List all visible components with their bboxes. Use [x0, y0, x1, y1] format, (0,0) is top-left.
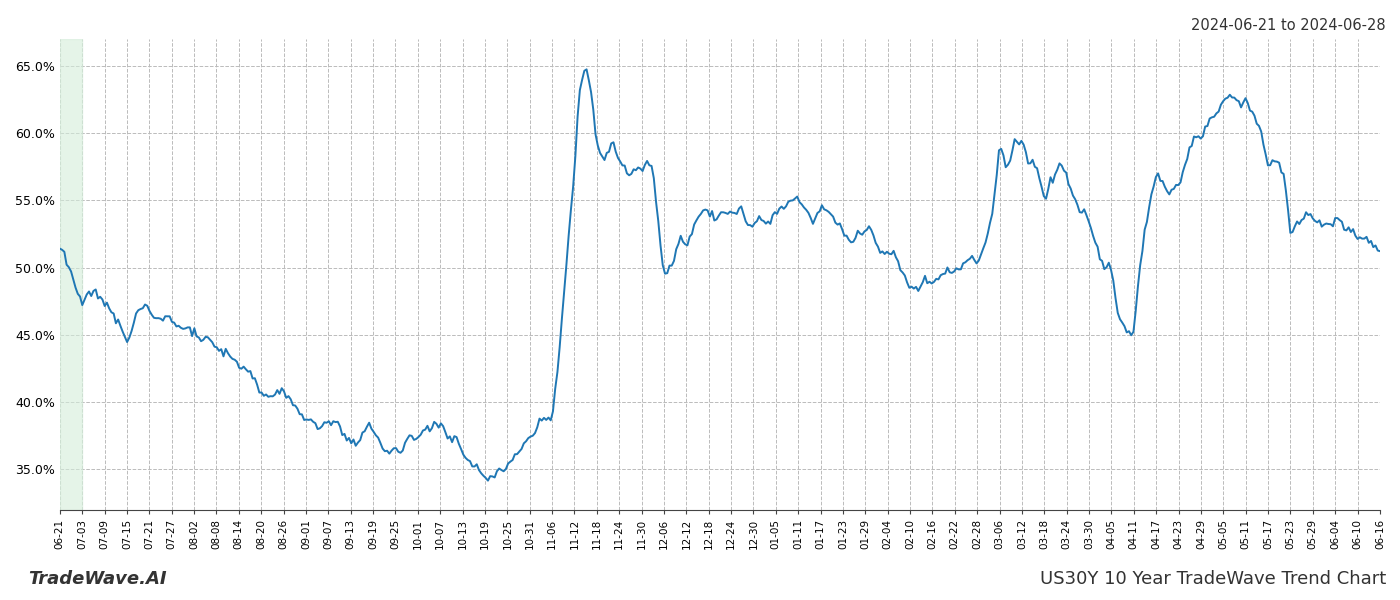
Bar [60, 39, 83, 510]
Text: US30Y 10 Year TradeWave Trend Chart: US30Y 10 Year TradeWave Trend Chart [1040, 570, 1386, 588]
Text: 2024-06-21 to 2024-06-28: 2024-06-21 to 2024-06-28 [1191, 18, 1386, 33]
Text: TradeWave.AI: TradeWave.AI [28, 570, 167, 588]
